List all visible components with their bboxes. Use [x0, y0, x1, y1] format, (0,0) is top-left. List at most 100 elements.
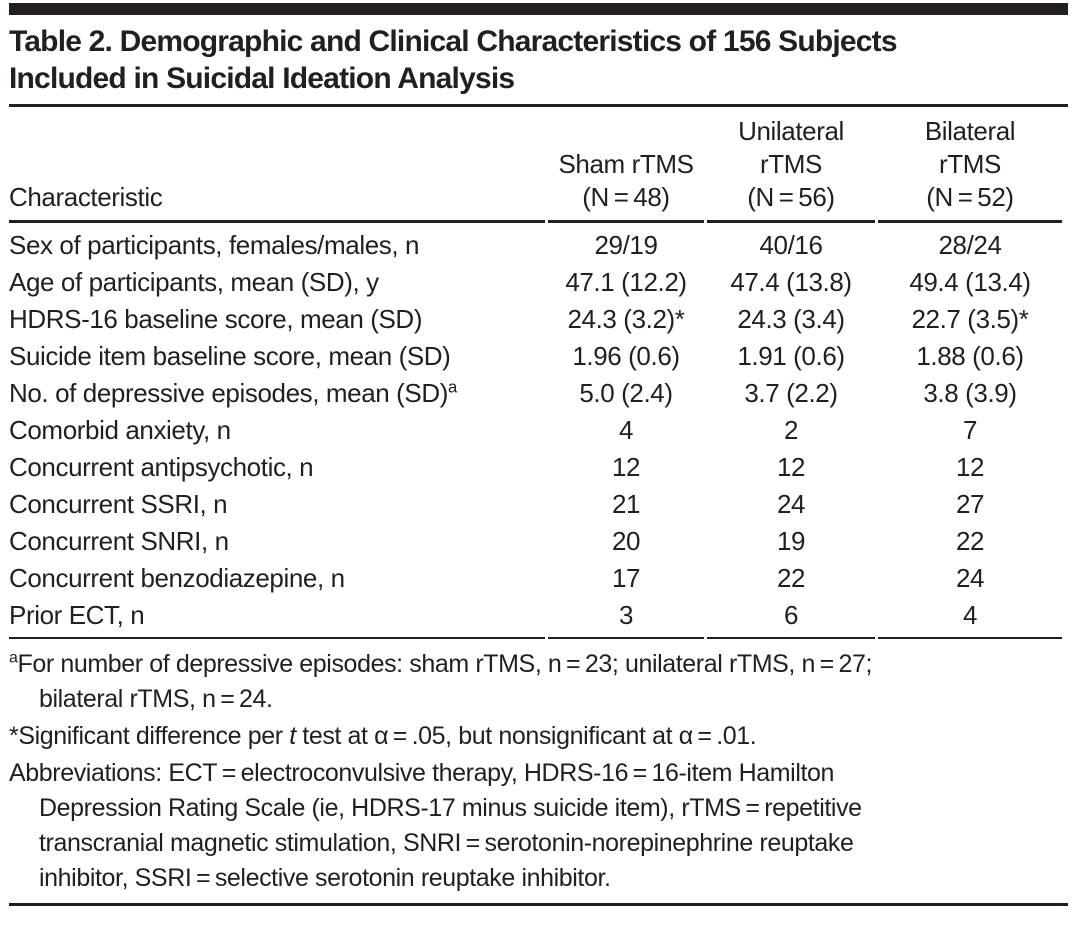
cell-value: 24	[776, 489, 806, 519]
column-header-line: Characteristic	[9, 182, 163, 212]
cell-value: 24	[955, 563, 985, 593]
footnote-episodes-text1: For number of depressive episodes: sham …	[17, 650, 873, 678]
row-label: HDRS-16 baseline score, mean (SD)	[9, 301, 545, 338]
column-header-sham-rtms: Sham rTMS (N = 48)	[548, 111, 704, 223]
table-figure: Table 2. Demographic and Clinical Charac…	[6, 3, 1068, 906]
cell-value: 5.0 (2.4)	[579, 378, 673, 408]
row-label: Concurrent benzodiazepine, n	[9, 560, 545, 597]
row-label: Age of participants, mean (SD), y	[9, 264, 545, 301]
row-label: Concurrent SSRI, n	[9, 486, 545, 523]
demographics-table: Characteristic Sham rTMS (N = 48) Unilatera…	[6, 111, 1065, 639]
cell-value: 49.4 (13.4)	[909, 267, 1031, 297]
cell-value: 47.1 (12.2)	[565, 267, 687, 297]
row-label-text: Age of participants, mean (SD), y	[9, 267, 379, 297]
cell-value: 27	[955, 489, 985, 519]
cell-value: 22	[776, 563, 806, 593]
row-label-text: Concurrent SNRI, n	[9, 526, 229, 556]
table-row: Concurrent SNRI, n 20 19 22	[9, 523, 1062, 560]
row-label-text: Concurrent SSRI, n	[9, 489, 228, 519]
cell-value: 22	[955, 526, 985, 556]
cell-value: 3.7 (2.2)	[744, 378, 838, 408]
table-title-line1: Table 2. Demographic and Clinical Charac…	[9, 25, 898, 58]
cell-value: 19	[776, 526, 806, 556]
row-label-text: Suicide item baseline score, mean (SD)	[9, 341, 451, 371]
column-header-line: Bilateral	[924, 116, 1016, 146]
row-label: Concurrent antipsychotic, n	[9, 449, 545, 486]
row-label-text: Concurrent antipsychotic, n	[9, 452, 314, 482]
cell-value: 28/24	[938, 230, 1002, 260]
row-label-footnote-marker: a	[447, 377, 457, 397]
row-label-text: HDRS-16 baseline score, mean (SD)	[9, 304, 423, 334]
column-header-line: rTMS	[939, 149, 1001, 179]
cell-value: 21	[611, 489, 641, 519]
table-footnotes: aFor number of depressive episodes: sham…	[9, 647, 1068, 896]
table-row: Concurrent antipsychotic, n 12 12 12	[9, 449, 1062, 486]
cell-value: 3	[548, 597, 704, 639]
cell-value: 40/16	[759, 230, 823, 260]
cell-value: 22.7 (3.5)*	[911, 304, 1029, 334]
footnote-significance: *Significant difference per t test at α …	[9, 719, 1068, 754]
cell-value: 6	[707, 597, 875, 639]
footnote-a-marker: a	[9, 649, 18, 667]
table-row: Sex of participants, females/males, n 29/…	[9, 223, 1062, 264]
row-label-text: No. of depressive episodes, mean (SD)	[9, 378, 448, 408]
cell-value: 12	[955, 452, 985, 482]
table-body: Sex of participants, females/males, n 29/…	[9, 223, 1062, 639]
footnote-significance-text-after: test at α = .05, but nonsignificant at α…	[295, 722, 757, 750]
footnote-abbreviations: Abbreviations: ECT = electroconvulsive t…	[9, 756, 1068, 896]
abbreviations-line: transcranial magnetic stimulation, SNRI …	[39, 829, 854, 857]
row-label-text: Comorbid anxiety, n	[9, 415, 231, 445]
table-title-line2: Included in Suicidal Ideation Analysis	[9, 62, 515, 95]
table-title: Table 2. Demographic and Clinical Charac…	[9, 23, 1068, 97]
table-row: Age of participants, mean (SD), y 47.1 (1…	[9, 264, 1062, 301]
row-label: Concurrent SNRI, n	[9, 523, 545, 560]
footnote-episodes: aFor number of depressive episodes: sham…	[9, 647, 1068, 717]
column-header-line: (N = 56)	[747, 182, 835, 212]
footnote-significance-t-italic: t	[289, 722, 296, 750]
column-header-bilateral-rtms: Bilateral rTMS (N = 52)	[878, 111, 1062, 223]
row-label-text: Sex of participants, females/males, n	[9, 230, 420, 260]
title-rule	[9, 104, 1068, 107]
cell-value: 24.3 (3.2)*	[567, 304, 685, 334]
table-row: Concurrent benzodiazepine, n 17 22 24	[9, 560, 1062, 597]
cell-value: 29/19	[594, 230, 658, 260]
table-row: Suicide item baseline score, mean (SD) 1.…	[9, 338, 1062, 375]
column-header-line: Unilateral	[738, 116, 844, 146]
abbreviations-line: inhibitor, SSRI = selective serotonin re…	[39, 864, 611, 892]
cell-value: 7	[962, 415, 978, 445]
cell-value: 47.4 (13.8)	[730, 267, 852, 297]
table-row: HDRS-16 baseline score, mean (SD) 24.3 (3…	[9, 301, 1062, 338]
row-label: No. of depressive episodes, mean (SD)a	[9, 375, 545, 412]
column-header-line: (N = 52)	[926, 182, 1014, 212]
row-label: Comorbid anxiety, n	[9, 412, 545, 449]
footnote-episodes-line1: aFor number of depressive episodes: sham…	[9, 647, 1068, 682]
column-header-line: (N = 48)	[582, 182, 670, 212]
cell-value: 17	[611, 563, 641, 593]
cell-value: 3.8 (3.9)	[923, 378, 1017, 408]
table-row: Comorbid anxiety, n 4 2 7	[9, 412, 1062, 449]
row-label: Prior ECT, n	[9, 597, 545, 639]
cell-value: 4	[878, 597, 1062, 639]
row-label: Suicide item baseline score, mean (SD)	[9, 338, 545, 375]
bottom-rule	[9, 903, 1068, 906]
footnote-episodes-line2: bilateral rTMS, n = 24.	[39, 685, 273, 713]
column-header-line: Sham rTMS	[558, 149, 694, 179]
row-label: Sex of participants, females/males, n	[9, 223, 545, 264]
cell-value: 20	[611, 526, 641, 556]
abbreviations-line: Depression Rating Scale (ie, HDRS-17 min…	[39, 794, 862, 822]
row-label-text: Prior ECT, n	[9, 600, 145, 630]
cell-value: 24.3 (3.4)	[737, 304, 845, 334]
cell-value: 2	[783, 415, 799, 445]
cell-value: 1.88 (0.6)	[916, 341, 1024, 371]
column-header-characteristic: Characteristic	[9, 111, 545, 223]
cell-value: 12	[776, 452, 806, 482]
column-header-line: rTMS	[760, 149, 822, 179]
top-rule	[9, 3, 1068, 15]
footnote-significance-text-before: *Significant difference per	[9, 722, 290, 750]
table-row: No. of depressive episodes, mean (SD)a 5.…	[9, 375, 1062, 412]
cell-value: 4	[618, 415, 634, 445]
row-label-text: Concurrent benzodiazepine, n	[9, 563, 345, 593]
abbreviations-line: Abbreviations: ECT = electroconvulsive t…	[9, 759, 835, 787]
cell-value: 12	[611, 452, 641, 482]
